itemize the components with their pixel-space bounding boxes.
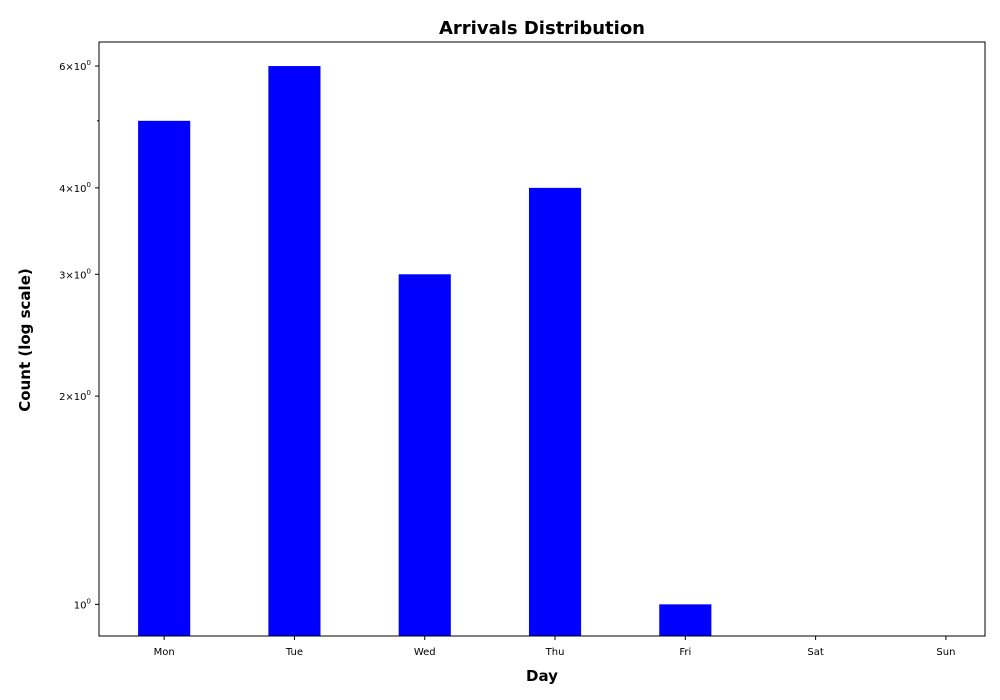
chart-title: Arrivals Distribution xyxy=(439,18,645,39)
x-tick-label: Fri xyxy=(679,647,691,658)
x-tick-label: Sun xyxy=(936,647,955,658)
y-axis-label: Count (log scale) xyxy=(16,268,34,411)
y-tick-label: 3×100 xyxy=(59,267,91,281)
x-tick-label: Thu xyxy=(545,647,565,658)
y-tick-label: 6×100 xyxy=(59,59,91,73)
y-tick-label: 4×100 xyxy=(59,181,91,195)
bar-tue xyxy=(268,66,321,637)
x-tick-label: Mon xyxy=(154,647,175,658)
bar-thu xyxy=(528,187,582,637)
x-tick-label: Sat xyxy=(807,647,823,658)
y-tick-label: 2×100 xyxy=(59,389,91,403)
bar-wed xyxy=(398,274,451,636)
bar-fri xyxy=(659,604,712,636)
x-axis-label: Day xyxy=(526,667,558,685)
x-axis-ticks: Mon Tue Wed Thu Fri Sat Sun xyxy=(154,636,955,658)
x-tick-label: Tue xyxy=(285,647,303,658)
bars-group xyxy=(138,66,712,637)
plot-area-frame xyxy=(98,41,986,637)
y-axis-ticks: 100 2×100 3×100 4×100 6×100 xyxy=(59,59,99,611)
y-tick-label: 100 xyxy=(74,597,91,611)
x-tick-label: Wed xyxy=(414,647,436,658)
bar-mon xyxy=(138,120,191,636)
